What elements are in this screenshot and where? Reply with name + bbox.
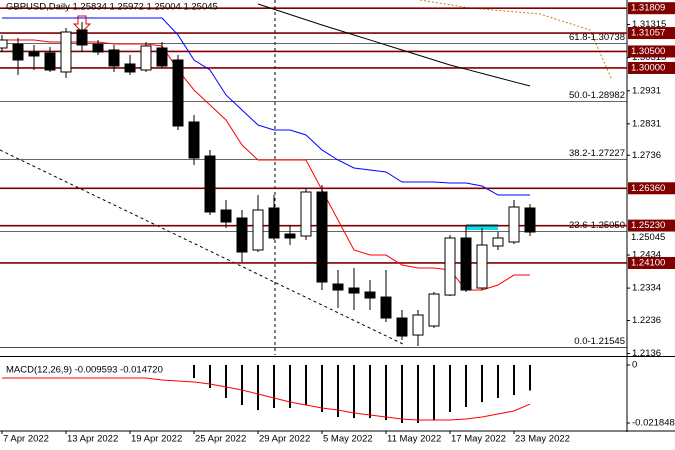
level-label: 1.30000 <box>631 63 665 74</box>
y-tick-label: 1.2931 <box>632 85 661 96</box>
y-tick-label: 0 <box>632 360 637 371</box>
y-tick-label: 1.30315 <box>632 52 666 63</box>
level-label: 1.31809 <box>631 3 665 14</box>
signal-line <box>2 377 531 421</box>
candle-body <box>380 296 392 319</box>
candle-body <box>140 45 152 71</box>
x-tick-label: 29 Apr 2022 <box>259 434 310 445</box>
y-tick-label: 1.2136 <box>632 348 661 359</box>
candle-body <box>332 283 344 291</box>
fib-label: 61.8-1.30738 <box>569 32 625 43</box>
fib-label: 0.0-1.21545 <box>574 336 625 347</box>
level-box <box>628 182 675 195</box>
candle-body <box>0 39 8 49</box>
fan-line <box>419 0 613 81</box>
candle-body <box>92 43 104 53</box>
candle-body <box>348 287 360 294</box>
candle-body <box>508 206 520 243</box>
candle-body <box>428 293 440 327</box>
candle-body <box>44 52 56 71</box>
level-label: 1.26360 <box>631 183 665 194</box>
candle-body <box>12 43 24 61</box>
candle-body <box>524 207 536 233</box>
candle-body <box>412 314 424 336</box>
fib-label: 38.2-1.27227 <box>569 148 625 159</box>
x-tick-label: 17 May 2022 <box>451 434 506 445</box>
x-tick-label: 19 Apr 2022 <box>131 434 182 445</box>
moving-average <box>2 17 530 196</box>
fib-label: 50.0-1.28982 <box>569 90 625 101</box>
level-label: 1.30500 <box>631 46 665 57</box>
candle-body <box>76 29 88 46</box>
trend-line <box>0 149 406 346</box>
candle-body <box>60 31 72 73</box>
level-box <box>628 61 675 74</box>
y-tick-label: 1.2236 <box>632 315 661 326</box>
candle-body <box>108 49 120 67</box>
highlight-box <box>466 224 498 230</box>
candle-body <box>252 209 264 251</box>
candle-body <box>444 237 456 296</box>
y-tick-label: 1.2736 <box>632 150 661 161</box>
candle-body <box>172 59 184 127</box>
candle-body <box>284 233 296 239</box>
candle-body <box>156 47 168 67</box>
candle-body <box>460 237 472 291</box>
candle-body <box>188 121 200 159</box>
y-tick-label: -0.021848 <box>632 418 675 429</box>
level-label: 1.25230 <box>631 220 665 231</box>
level-box <box>628 27 675 40</box>
x-tick-label: 11 May 2022 <box>387 434 441 445</box>
chart-title: GBPUSD,Daily 1.25834 1.25972 1.25004 1.2… <box>6 2 218 13</box>
x-tick-label: 23 May 2022 <box>515 434 570 445</box>
y-tick-label: 1.2434 <box>632 250 661 261</box>
level-box <box>628 219 675 232</box>
candle-body <box>28 51 40 57</box>
candle-body <box>476 244 488 289</box>
candle-body <box>364 291 376 299</box>
x-tick-label: 5 May 2022 <box>323 434 373 445</box>
level-box <box>628 45 675 58</box>
level-label: 1.24100 <box>631 258 665 269</box>
level-box <box>628 256 675 269</box>
moving-average <box>2 39 530 291</box>
x-tick-label: 7 Apr 2022 <box>3 434 49 445</box>
last-price-box <box>628 231 675 243</box>
y-tick-label: 1.2334 <box>632 283 661 294</box>
level-label: 1.31057 <box>631 28 665 39</box>
x-tick-label: 25 Apr 2022 <box>195 434 246 445</box>
candle-body <box>268 207 280 239</box>
y-tick-label: 1.2831 <box>632 118 661 129</box>
candle-body <box>236 217 248 253</box>
level-box <box>628 2 675 15</box>
last-price-label: 1.25045 <box>631 232 665 243</box>
candle-body <box>300 191 312 237</box>
candle-body <box>396 317 408 337</box>
candle-body <box>316 191 328 283</box>
y-tick-label: 1.31315 <box>632 19 666 30</box>
x-tick-label: 13 Apr 2022 <box>67 434 118 445</box>
moving-average <box>257 3 531 87</box>
candle-body <box>124 63 136 73</box>
candle-body <box>204 155 216 213</box>
indicator-title: MACD(12,26,9) -0.009593 -0.014720 <box>6 365 163 376</box>
candle-body <box>220 209 232 223</box>
candle-body <box>492 237 504 247</box>
